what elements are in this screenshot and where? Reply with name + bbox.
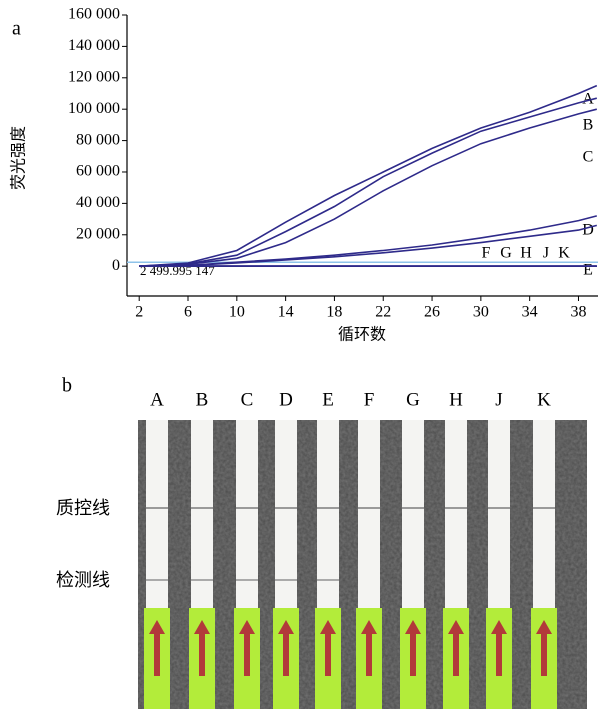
column-label: B bbox=[196, 389, 209, 410]
column-label: F bbox=[364, 389, 375, 410]
column-label: K bbox=[537, 389, 551, 410]
x-axis-label: 循环数 bbox=[338, 326, 386, 344]
y-tick-label: 140 000 bbox=[68, 37, 120, 54]
y-tick-label: 100 000 bbox=[68, 100, 120, 117]
y-axis-label: 荧光强度 bbox=[10, 126, 28, 190]
series-label: G bbox=[500, 245, 512, 262]
photo bbox=[138, 420, 587, 709]
column-label: J bbox=[495, 389, 502, 410]
column-label: H bbox=[449, 389, 463, 410]
arrow bbox=[361, 620, 377, 676]
arrow bbox=[491, 620, 507, 676]
x-tick-label: 26 bbox=[424, 304, 440, 321]
x-tick-label: 6 bbox=[184, 304, 192, 321]
panel-label: a bbox=[12, 18, 21, 40]
strips bbox=[144, 420, 557, 709]
plot: 0 20 000 40 000 60 000 80 000 100 000 120 000 1… bbox=[68, 6, 598, 321]
x-tick-label: 10 bbox=[229, 304, 245, 321]
arrow bbox=[278, 620, 294, 676]
y-tick-label: 160 000 bbox=[68, 6, 120, 23]
test-line-label: 检测线 bbox=[56, 570, 110, 590]
y-tick-label: 120 000 bbox=[68, 68, 120, 85]
series-label: J bbox=[543, 245, 549, 262]
panel-label: b bbox=[62, 375, 72, 397]
x-tick-label: 14 bbox=[278, 304, 294, 321]
y-tick-label: 60 000 bbox=[76, 163, 120, 180]
arrow bbox=[536, 620, 552, 676]
series-label: D bbox=[582, 222, 594, 239]
series-label: B bbox=[583, 117, 594, 134]
column-label: D bbox=[279, 389, 293, 410]
y-tick-label: 40 000 bbox=[76, 194, 120, 211]
series-label: E bbox=[583, 262, 593, 279]
arrow bbox=[194, 620, 210, 676]
y-tick-label: 0 bbox=[112, 257, 120, 274]
series-line bbox=[139, 224, 597, 267]
series-line bbox=[139, 108, 597, 267]
arrow bbox=[405, 620, 421, 676]
arrow bbox=[448, 620, 464, 676]
column-label: A bbox=[150, 389, 164, 410]
y-tick-label: 20 000 bbox=[76, 225, 120, 242]
x-tick-label: 30 bbox=[473, 304, 489, 321]
x-tick-label: 22 bbox=[375, 304, 391, 321]
series-line bbox=[139, 97, 597, 267]
column-label: E bbox=[322, 389, 334, 410]
series-label: K bbox=[558, 245, 570, 262]
series-line bbox=[139, 84, 598, 267]
arrow bbox=[239, 620, 255, 676]
x-tick-label: 2 bbox=[135, 304, 143, 321]
arrow bbox=[320, 620, 336, 676]
x-tick-label: 38 bbox=[570, 304, 586, 321]
control-line-label: 质控线 bbox=[56, 498, 110, 518]
series-label: A bbox=[582, 91, 594, 108]
column-label: G bbox=[406, 389, 420, 410]
x-tick-label: 34 bbox=[522, 304, 538, 321]
series-label: C bbox=[583, 149, 594, 166]
x-tick-label: 18 bbox=[326, 304, 342, 321]
series-label: H bbox=[520, 245, 532, 262]
arrow bbox=[149, 620, 165, 676]
y-tick-label: 80 000 bbox=[76, 131, 120, 148]
column-label: C bbox=[241, 389, 254, 410]
series-label: F bbox=[482, 245, 491, 262]
